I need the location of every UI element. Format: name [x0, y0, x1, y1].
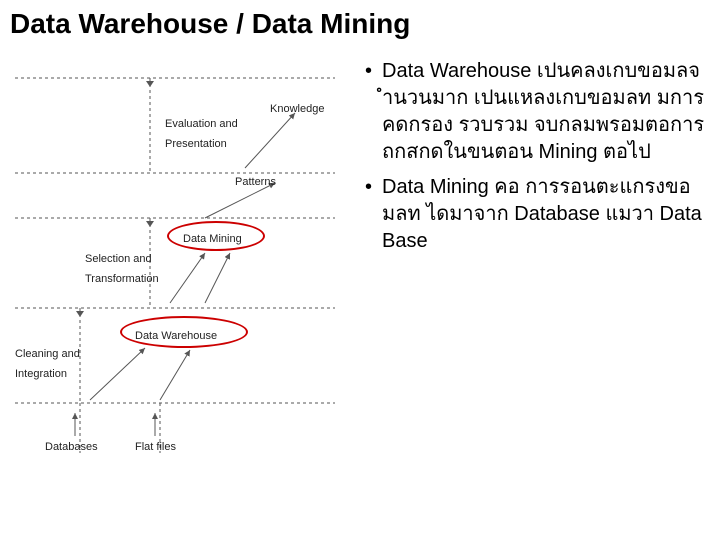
bullet-text: Data Warehouse เปนคลงเกบขอมลจ ำนวนมาก เป… — [382, 58, 705, 166]
diagram-label: Evaluation and — [165, 118, 238, 130]
diagram-label: Databases — [45, 441, 98, 453]
bullet-item: •Data Mining คอ การรอนตะแกรงขอมลท ไดมาจา… — [365, 174, 705, 255]
content-row: Knowledge Evaluation and Presentation Patte… — [0, 48, 720, 488]
diagram-label: Flat files — [135, 441, 176, 453]
diagram-label: Patterns — [235, 176, 276, 188]
bullet-mark: • — [365, 58, 372, 166]
diagram-label: Selection and — [85, 253, 152, 265]
diagram-label: Integration — [15, 368, 67, 380]
bullet-list: •Data Warehouse เปนคลงเกบขอมลจ ำนวนมาก เ… — [345, 58, 715, 488]
diagram-label: Presentation — [165, 138, 227, 150]
bullet-text: Data Mining คอ การรอนตะแกรงขอมลท ไดมาจาก… — [382, 174, 705, 255]
diagram-label: Transformation — [85, 273, 159, 285]
diagram-label: Knowledge — [270, 103, 324, 115]
highlight-oval — [120, 316, 248, 348]
process-diagram: Knowledge Evaluation and Presentation Patte… — [5, 58, 345, 488]
page-title: Data Warehouse / Data Mining — [0, 0, 720, 48]
bullet-item: •Data Warehouse เปนคลงเกบขอมลจ ำนวนมาก เ… — [365, 58, 705, 166]
bullet-mark: • — [365, 174, 372, 255]
highlight-oval — [167, 221, 265, 251]
diagram-label: Cleaning and — [15, 348, 80, 360]
